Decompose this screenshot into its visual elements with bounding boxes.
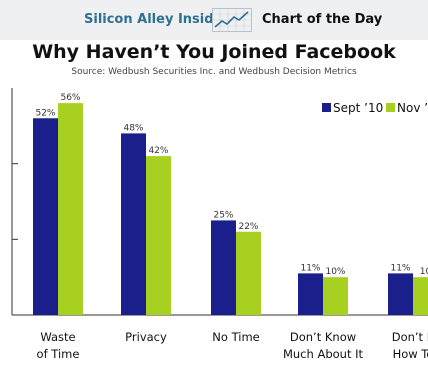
category-label: Privacy [125, 330, 167, 344]
bar-sept-0 [33, 118, 58, 316]
data-label: 52% [35, 108, 55, 118]
legend-swatch [386, 103, 395, 112]
data-label: 10% [325, 267, 345, 277]
header-banner: Silicon Alley Insider Chart of the Day [0, 0, 428, 40]
chart-subtitle: Source: Wedbush Securities Inc. and Wedb… [71, 67, 357, 77]
bar-sept-1 [121, 133, 146, 315]
bar-nov-3 [323, 277, 348, 315]
category-label: Don’t Know [290, 330, 356, 344]
data-label: 25% [213, 210, 233, 220]
data-label: 56% [60, 93, 80, 103]
bar-sept-3 [298, 273, 323, 315]
data-label: 48% [123, 123, 143, 133]
legend-swatch [322, 103, 331, 112]
category-label: No Time [212, 330, 259, 344]
section-title: Chart of the Day [262, 12, 383, 27]
category-label: Waste [40, 330, 75, 344]
bar-sept-2 [211, 220, 236, 315]
data-label: 11% [300, 263, 320, 273]
category-label: How To [393, 347, 428, 361]
trend-line-icon [212, 8, 252, 32]
bar-nov-4 [413, 277, 428, 315]
data-label: 11% [390, 263, 410, 273]
category-label: Much About It [283, 347, 364, 361]
chart-title: Why Haven’t You Joined Facebook [32, 41, 396, 63]
bar-nov-2 [236, 231, 261, 315]
legend-label: Nov ’ [397, 101, 428, 115]
brand-name: Silicon Alley Insider [84, 12, 229, 27]
category-label: Don’t K [392, 330, 428, 344]
bar-nov-0 [58, 103, 83, 315]
category-label: of Time [37, 347, 80, 361]
data-label: 22% [238, 222, 258, 232]
legend-label: Sept ’10 [333, 101, 383, 115]
bar-sept-4 [388, 273, 413, 315]
data-label: 10 [420, 267, 428, 277]
bar-nov-1 [146, 156, 171, 315]
data-label: 42% [148, 146, 168, 156]
